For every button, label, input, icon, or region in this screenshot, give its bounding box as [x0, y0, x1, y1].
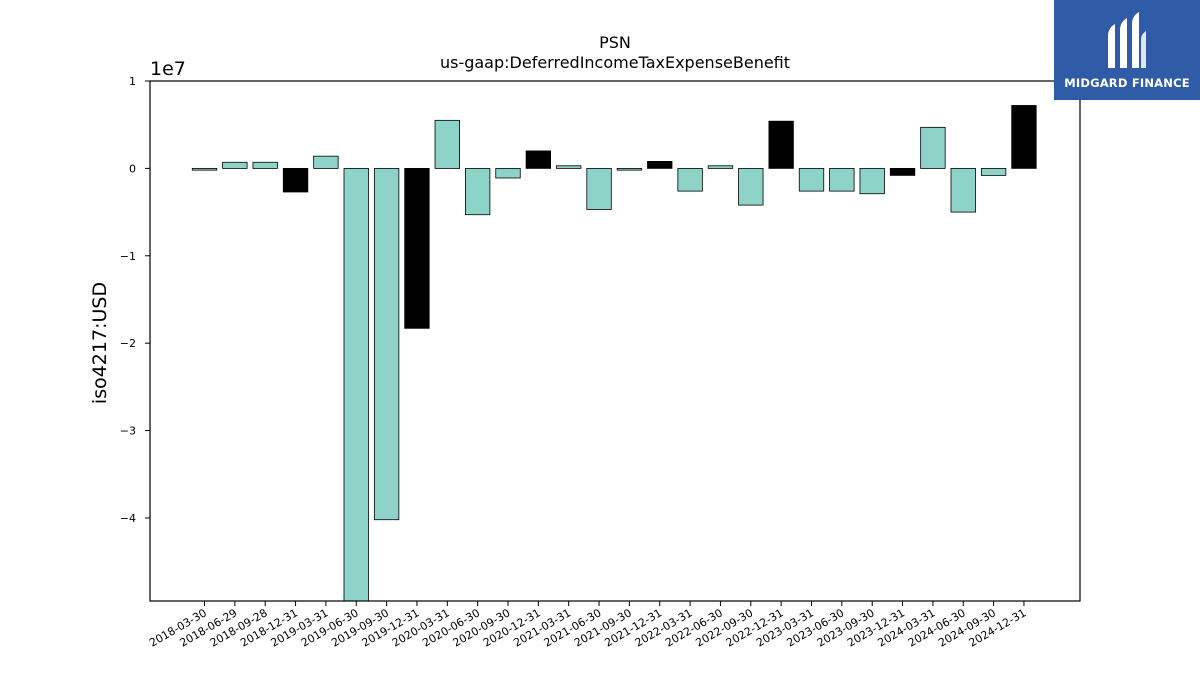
brand-name: MIDGARD FINANCE — [1064, 76, 1190, 90]
bar-2024-06-30 — [950, 167, 976, 213]
bar-2023-03-31 — [798, 167, 825, 192]
bar-2020-03-31 — [434, 119, 460, 169]
bar-2023-06-30 — [829, 167, 855, 192]
y-ticks: 1 0 −1 −2 −3 −4 — [120, 75, 150, 525]
bar-2019-09-30 — [373, 167, 400, 521]
bar-2018-12-31 — [282, 167, 309, 193]
bar-2021-03-31 — [556, 165, 582, 169]
bar-2019-12-31 — [404, 167, 430, 329]
x-ticks: 2018-03-302018-06-292018-09-282018-12-31… — [147, 601, 1028, 650]
bar-2022-03-31 — [677, 167, 703, 192]
chart-title: PSN — [599, 33, 631, 52]
bar-2024-09-30 — [980, 167, 1007, 176]
y-tick-label: −3 — [120, 425, 136, 438]
bar-2020-06-30 — [464, 167, 491, 216]
bar-2020-09-30 — [495, 167, 521, 179]
bar-2022-09-30 — [738, 167, 764, 206]
brand-badge: MIDGARD FINANCE — [1054, 0, 1200, 100]
bar-2021-06-30 — [586, 167, 612, 210]
bar-2019-06-30 — [343, 167, 369, 602]
bar-2019-03-31 — [313, 155, 339, 169]
bar-2022-06-30 — [707, 165, 734, 169]
bar-2021-12-31 — [647, 160, 673, 169]
y-tick-label: −1 — [120, 250, 136, 263]
bar-2020-12-31 — [525, 150, 551, 169]
bar-2024-03-31 — [920, 126, 946, 169]
bar-2018-06-29 — [222, 161, 248, 169]
bar-2018-03-30 — [191, 167, 218, 171]
plot-frame — [149, 80, 1081, 602]
bar-2018-09-28 — [252, 161, 278, 169]
y-tick-label: 1 — [129, 75, 136, 88]
brand-logo-icon — [1108, 12, 1146, 68]
y-tick-label: 0 — [129, 162, 136, 175]
bar-2021-09-30 — [616, 167, 643, 171]
y-tick-label: −4 — [120, 512, 136, 525]
bar-2024-12-31 — [1011, 105, 1037, 169]
bar-2023-09-30 — [859, 167, 885, 195]
chart-subtitle: us-gaap:DeferredIncomeTaxExpenseBenefit — [440, 53, 790, 72]
bar-2022-12-31 — [768, 120, 794, 169]
bars-group — [191, 105, 1037, 602]
y-tick-label: −2 — [120, 337, 136, 350]
y-offset-label: 1e7 — [150, 58, 186, 80]
bar-2023-12-31 — [889, 167, 916, 176]
y-axis-label: iso4217:USD — [89, 282, 111, 404]
